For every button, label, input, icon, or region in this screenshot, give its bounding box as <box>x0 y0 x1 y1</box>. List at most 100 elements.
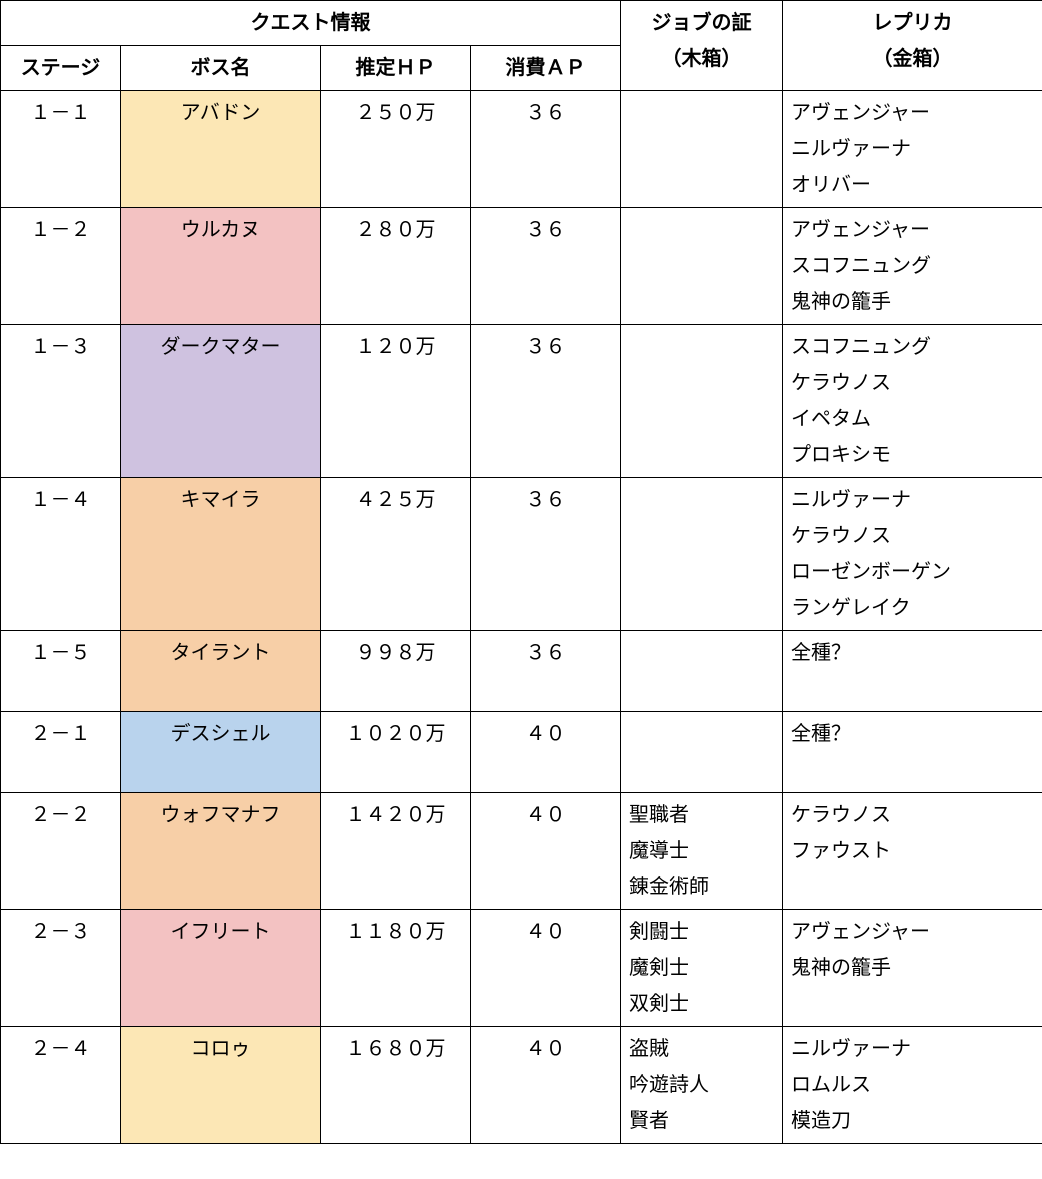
replica-item: 鬼神の籠手 <box>791 284 1034 320</box>
cell-stage: ２－３ <box>1 910 121 1027</box>
replica-item: ファウスト <box>791 833 1034 869</box>
header-stage: ステージ <box>1 46 121 91</box>
cell-ap: ３６ <box>471 208 621 325</box>
job-item: 聖職者 <box>629 797 774 833</box>
cell-job: 盗賊吟遊詩人賢者 <box>621 1027 783 1144</box>
replica-item: ケラウノス <box>791 365 1034 401</box>
replica-item: ニルヴァーナ <box>791 1031 1034 1067</box>
cell-ap: ４０ <box>471 910 621 1027</box>
cell-replica: ケラウノスファウスト <box>783 793 1042 910</box>
cell-hp: １６８０万 <box>321 1027 471 1144</box>
cell-stage: １－５ <box>1 631 121 712</box>
cell-boss: タイラント <box>121 631 321 712</box>
cell-replica: ニルヴァーナロムルス模造刀 <box>783 1027 1042 1144</box>
quest-table: クエスト情報 ジョブの証 （木箱） レプリカ （金箱） ステージ ボス名 推定Ｈ… <box>0 0 1042 1144</box>
replica-item <box>791 752 1034 788</box>
replica-item: 全種？ <box>791 716 1034 752</box>
cell-replica: 全種？ <box>783 631 1042 712</box>
cell-ap: ３６ <box>471 478 621 631</box>
replica-item: 模造刀 <box>791 1103 1034 1139</box>
cell-replica: アヴェンジャー鬼神の籠手 <box>783 910 1042 1027</box>
cell-hp: １１８０万 <box>321 910 471 1027</box>
job-item: 賢者 <box>629 1103 774 1139</box>
replica-item: ニルヴァーナ <box>791 131 1034 167</box>
cell-job: 聖職者魔導士錬金術師 <box>621 793 783 910</box>
table-row: １－１アバドン２５０万３６ アヴェンジャーニルヴァーナオリバー <box>1 91 1042 208</box>
replica-item: ローゼンボーゲン <box>791 554 1034 590</box>
cell-ap: ３６ <box>471 91 621 208</box>
cell-job <box>621 325 783 478</box>
cell-boss: デスシェル <box>121 712 321 793</box>
header-replica: レプリカ （金箱） <box>783 1 1042 91</box>
replica-item: ケラウノス <box>791 518 1034 554</box>
cell-job <box>621 712 783 793</box>
replica-item: アヴェンジャー <box>791 95 1034 131</box>
table-row: ２－３イフリート１１８０万４０剣闘士魔剣士双剣士アヴェンジャー鬼神の籠手 <box>1 910 1042 1027</box>
replica-item: ロムルス <box>791 1067 1034 1103</box>
cell-stage: １－１ <box>1 91 121 208</box>
cell-replica: ニルヴァーナケラウノスローゼンボーゲンランゲレイク <box>783 478 1042 631</box>
header-job-proof-2: （木箱） <box>662 48 742 70</box>
cell-ap: ３６ <box>471 631 621 712</box>
table-row: ２－４コロゥ１６８０万４０盗賊吟遊詩人賢者ニルヴァーナロムルス模造刀 <box>1 1027 1042 1144</box>
cell-hp: ２８０万 <box>321 208 471 325</box>
header-job-proof-1: ジョブの証 <box>652 12 752 34</box>
cell-ap: ３６ <box>471 325 621 478</box>
replica-item: アヴェンジャー <box>791 914 1034 950</box>
job-item: 吟遊詩人 <box>629 1067 774 1103</box>
replica-item: アヴェンジャー <box>791 212 1034 248</box>
replica-item: オリバー <box>791 167 1034 203</box>
cell-boss: イフリート <box>121 910 321 1027</box>
cell-hp: １２０万 <box>321 325 471 478</box>
cell-hp: ９９８万 <box>321 631 471 712</box>
table-row: ２－２ウォフマナフ１４２０万４０聖職者魔導士錬金術師ケラウノスファウスト <box>1 793 1042 910</box>
cell-boss: キマイラ <box>121 478 321 631</box>
job-item: 錬金術師 <box>629 869 774 905</box>
cell-boss: アバドン <box>121 91 321 208</box>
table-row: １－２ウルカヌ２８０万３６ アヴェンジャースコフニュング鬼神の籠手 <box>1 208 1042 325</box>
replica-item: スコフニュング <box>791 248 1034 284</box>
cell-stage: １－４ <box>1 478 121 631</box>
replica-item: 全種？ <box>791 635 1034 671</box>
cell-boss: ウルカヌ <box>121 208 321 325</box>
replica-item: 鬼神の籠手 <box>791 950 1034 986</box>
job-item: 魔導士 <box>629 833 774 869</box>
job-item: 魔剣士 <box>629 950 774 986</box>
replica-item: ケラウノス <box>791 797 1034 833</box>
replica-item: ランゲレイク <box>791 590 1034 626</box>
cell-job <box>621 208 783 325</box>
replica-item: ニルヴァーナ <box>791 482 1034 518</box>
replica-item <box>791 671 1034 707</box>
header-replica-2: （金箱） <box>873 48 953 70</box>
replica-item: イペタム <box>791 401 1034 437</box>
cell-job: 剣闘士魔剣士双剣士 <box>621 910 783 1027</box>
cell-hp: １４２０万 <box>321 793 471 910</box>
header-boss: ボス名 <box>121 46 321 91</box>
job-item: 双剣士 <box>629 986 774 1022</box>
job-item: 剣闘士 <box>629 914 774 950</box>
replica-item: スコフニュング <box>791 329 1034 365</box>
job-item: 盗賊 <box>629 1031 774 1067</box>
header-job-proof: ジョブの証 （木箱） <box>621 1 783 91</box>
cell-stage: ２－２ <box>1 793 121 910</box>
cell-boss: ダークマター <box>121 325 321 478</box>
cell-hp: ４２５万 <box>321 478 471 631</box>
header-hp: 推定ＨＰ <box>321 46 471 91</box>
cell-stage: １－２ <box>1 208 121 325</box>
header-replica-1: レプリカ <box>873 12 953 34</box>
cell-hp: ２５０万 <box>321 91 471 208</box>
cell-job <box>621 91 783 208</box>
table-row: １－３ダークマター１２０万３６スコフニュングケラウノスイペタムプロキシモ <box>1 325 1042 478</box>
cell-replica: 全種？ <box>783 712 1042 793</box>
cell-stage: ２－１ <box>1 712 121 793</box>
cell-stage: ２－４ <box>1 1027 121 1144</box>
cell-ap: ４０ <box>471 793 621 910</box>
cell-replica: アヴェンジャースコフニュング鬼神の籠手 <box>783 208 1042 325</box>
table-row: １－４キマイラ４２５万３６ ニルヴァーナケラウノスローゼンボーゲンランゲレイク <box>1 478 1042 631</box>
quest-table-body: １－１アバドン２５０万３６アヴェンジャーニルヴァーナオリバー１－２ウルカヌ２８０… <box>1 91 1042 1144</box>
cell-hp: １０２０万 <box>321 712 471 793</box>
cell-replica: スコフニュングケラウノスイペタムプロキシモ <box>783 325 1042 478</box>
cell-replica: アヴェンジャーニルヴァーナオリバー <box>783 91 1042 208</box>
cell-ap: ４０ <box>471 712 621 793</box>
header-ap: 消費ＡＰ <box>471 46 621 91</box>
